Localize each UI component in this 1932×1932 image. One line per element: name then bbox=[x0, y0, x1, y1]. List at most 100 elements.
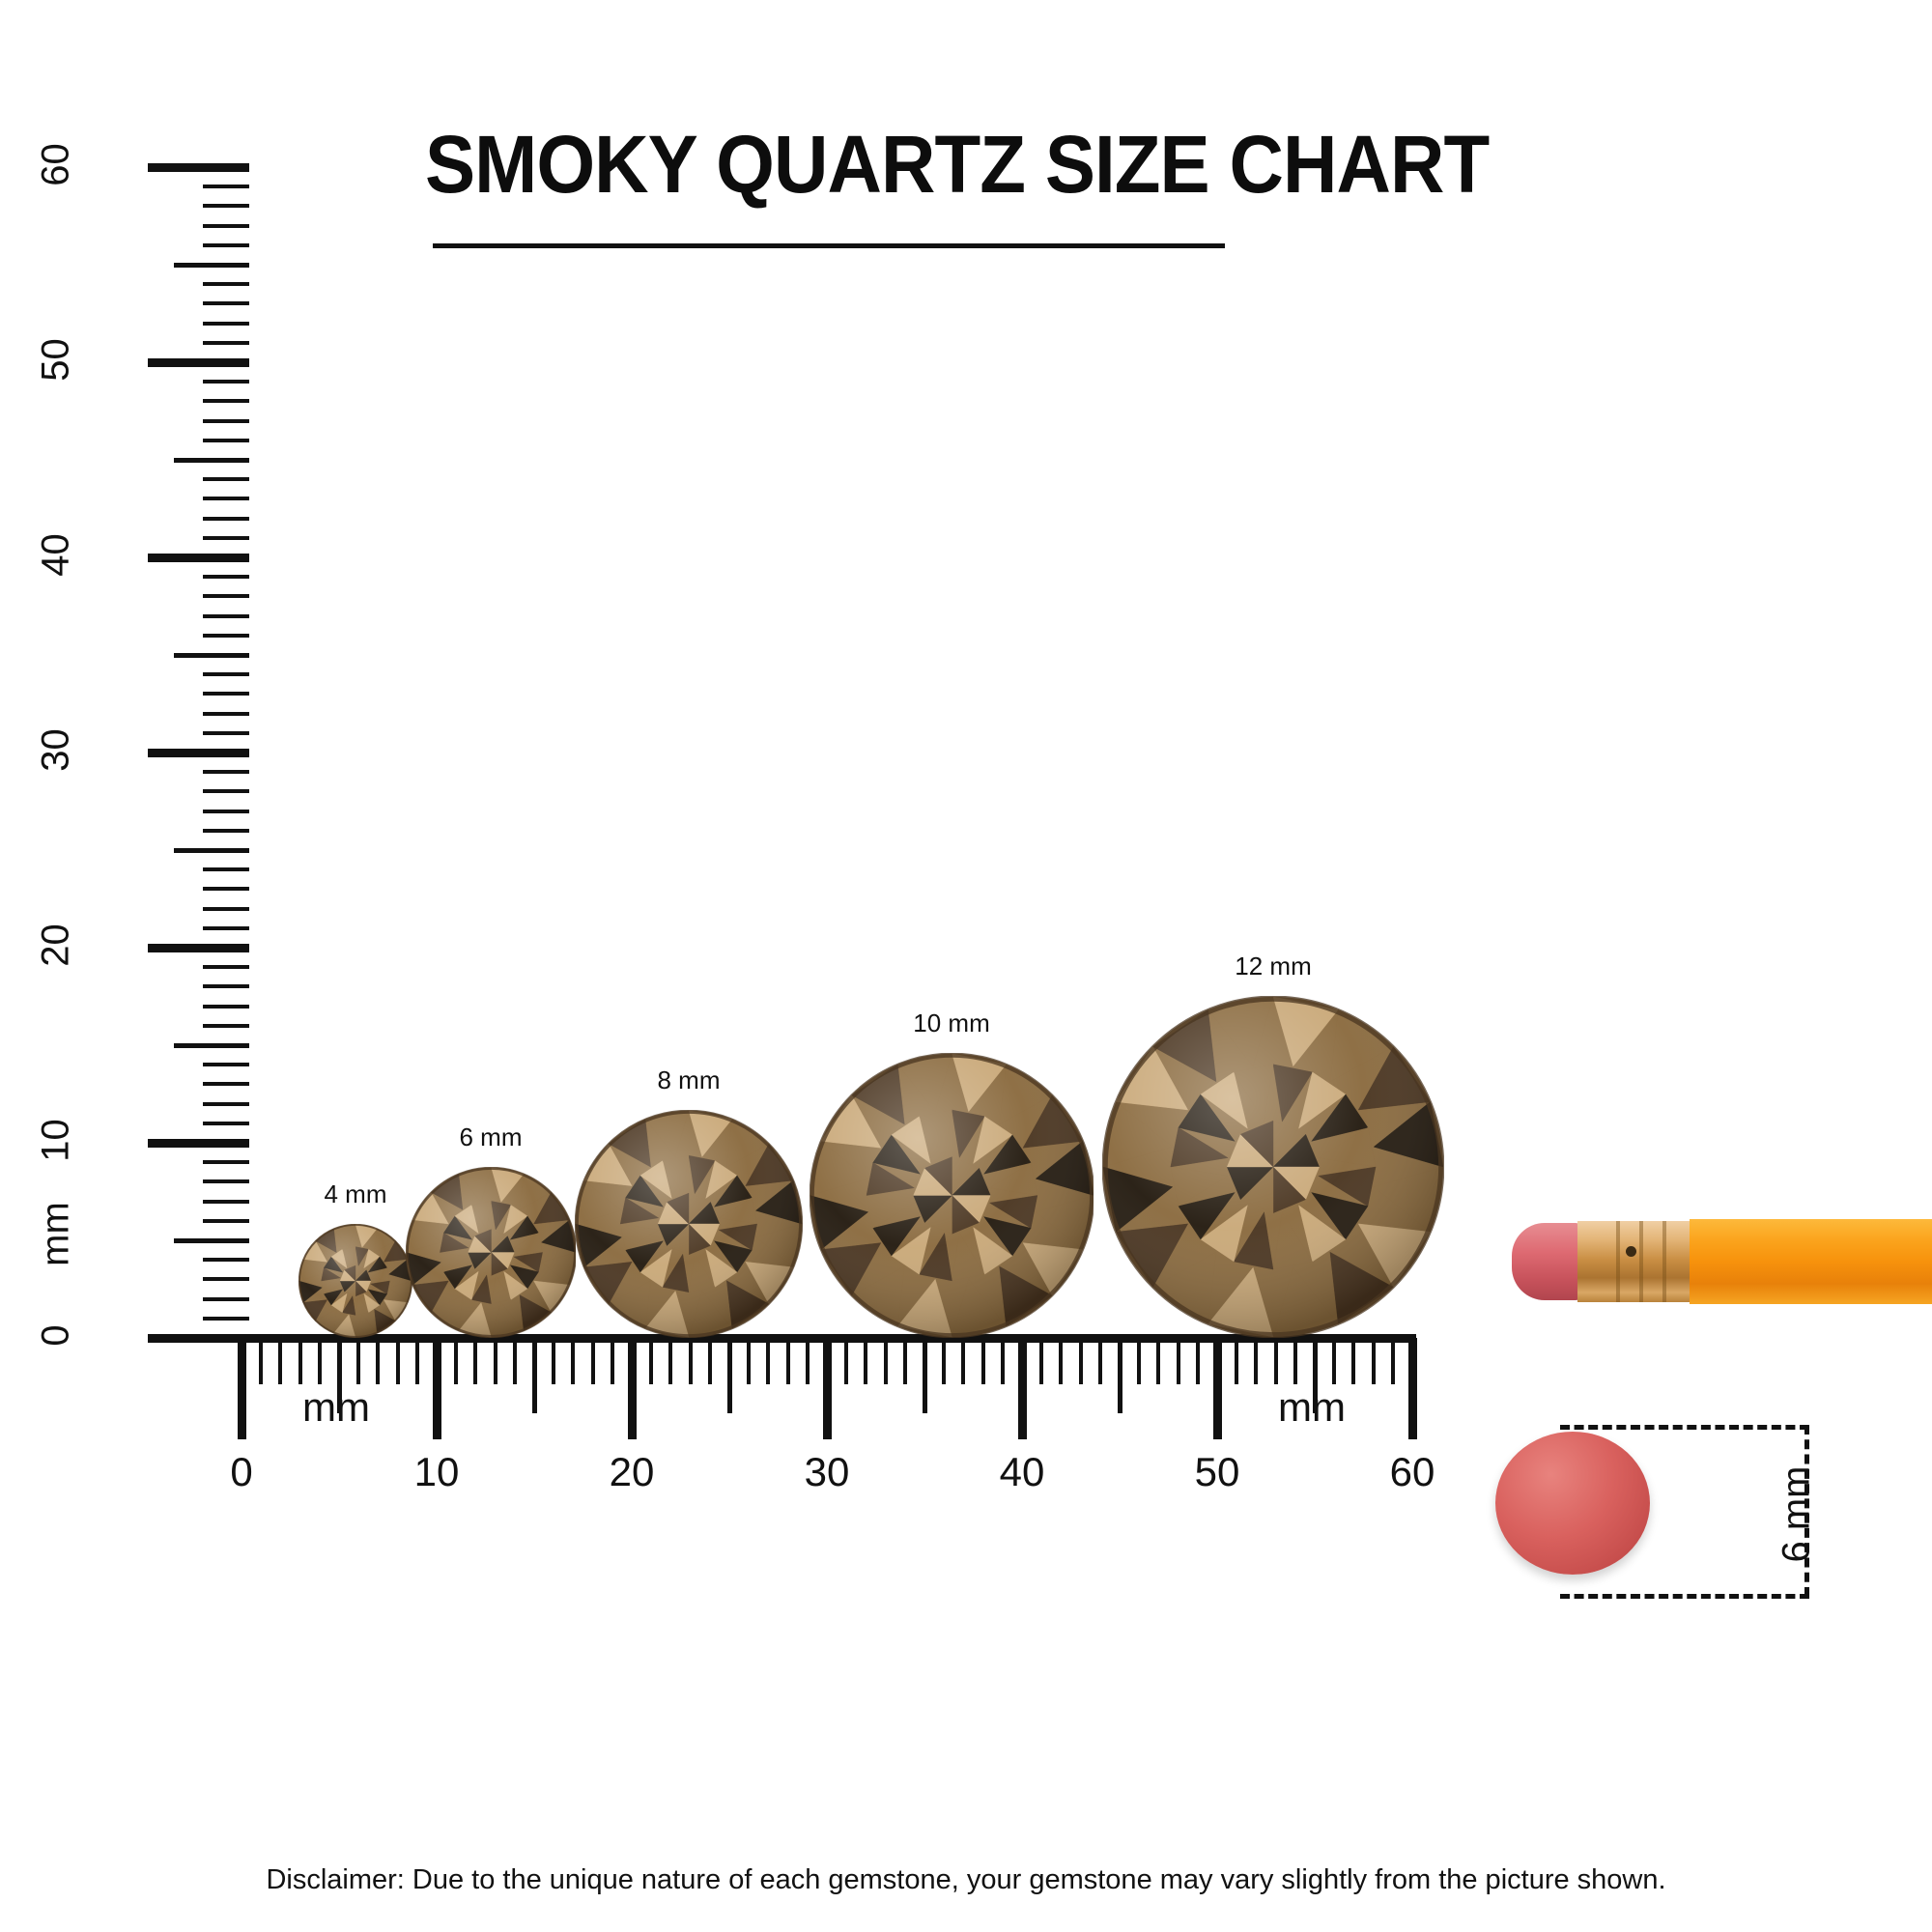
page-title: SMOKY QUARTZ SIZE CHART bbox=[425, 119, 1490, 210]
hruler-minor-tick bbox=[259, 1338, 264, 1384]
vruler-minor-tick bbox=[203, 1101, 249, 1106]
gemstone-graphic bbox=[298, 1223, 413, 1339]
pencil-reference bbox=[1512, 1219, 1932, 1304]
vruler-minor-tick bbox=[203, 730, 249, 735]
vruler-minor-tick bbox=[203, 633, 249, 638]
gemstone-12mm bbox=[1101, 995, 1445, 1339]
hruler-label-60: 60 bbox=[1389, 1449, 1435, 1494]
hruler-medium-tick bbox=[336, 1338, 342, 1413]
hruler-minor-tick bbox=[512, 1338, 517, 1384]
vruler-minor-tick bbox=[203, 887, 249, 892]
hruler-major-tick bbox=[1017, 1338, 1027, 1439]
gemstone-4mm bbox=[298, 1223, 413, 1339]
hruler-unit-label-left: mm bbox=[302, 1384, 371, 1430]
hruler-minor-tick bbox=[590, 1338, 595, 1384]
gemstone-label-8mm: 8 mm bbox=[657, 1065, 721, 1095]
vruler-medium-tick bbox=[174, 847, 249, 853]
vruler-minor-tick bbox=[203, 789, 249, 794]
vruler-minor-tick bbox=[203, 477, 249, 482]
vruler-minor-tick bbox=[203, 1121, 249, 1125]
hruler-minor-tick bbox=[1156, 1338, 1161, 1384]
vruler-medium-tick bbox=[174, 1042, 249, 1048]
gemstone-graphic bbox=[405, 1166, 577, 1339]
vruler-minor-tick bbox=[203, 1316, 249, 1321]
hruler-label-50: 50 bbox=[1194, 1449, 1240, 1494]
vruler-minor-tick bbox=[203, 242, 249, 247]
eraser-reference bbox=[1495, 1432, 1650, 1575]
vruler-minor-tick bbox=[203, 1277, 249, 1282]
hruler-minor-tick bbox=[785, 1338, 790, 1384]
vruler-minor-tick bbox=[203, 223, 249, 228]
vruler-minor-tick bbox=[203, 613, 249, 618]
vruler-minor-tick bbox=[203, 984, 249, 989]
hruler-minor-tick bbox=[649, 1338, 654, 1384]
hruler-minor-tick bbox=[864, 1338, 868, 1384]
vruler-minor-tick bbox=[203, 535, 249, 540]
hruler-minor-tick bbox=[1390, 1338, 1395, 1384]
hruler-minor-tick bbox=[1371, 1338, 1376, 1384]
hruler-baseline bbox=[238, 1334, 1416, 1343]
gemstone-label-12mm: 12 mm bbox=[1235, 952, 1312, 981]
hruler-minor-tick bbox=[1078, 1338, 1083, 1384]
hruler-label-30: 30 bbox=[804, 1449, 850, 1494]
hruler-minor-tick bbox=[493, 1338, 497, 1384]
vruler-minor-tick bbox=[203, 282, 249, 287]
vruler-minor-tick bbox=[203, 770, 249, 775]
pencil-eraser bbox=[1512, 1223, 1581, 1300]
hruler-minor-tick bbox=[668, 1338, 673, 1384]
vruler-minor-tick bbox=[203, 711, 249, 716]
vruler-minor-tick bbox=[203, 340, 249, 345]
hruler-minor-tick bbox=[1097, 1338, 1102, 1384]
hruler-major-tick bbox=[1212, 1338, 1222, 1439]
hruler-medium-tick bbox=[531, 1338, 537, 1413]
hruler-minor-tick bbox=[1351, 1338, 1356, 1384]
vruler-major-tick bbox=[148, 1333, 249, 1343]
vruler-minor-tick bbox=[203, 204, 249, 209]
gemstone-6mm bbox=[405, 1166, 577, 1339]
hruler-minor-tick bbox=[961, 1338, 966, 1384]
hruler-minor-tick bbox=[1059, 1338, 1064, 1384]
vruler-minor-tick bbox=[203, 1160, 249, 1165]
vruler-minor-tick bbox=[203, 1023, 249, 1028]
hruler-major-tick bbox=[627, 1338, 637, 1439]
hruler-label-40: 40 bbox=[999, 1449, 1045, 1494]
vruler-medium-tick bbox=[174, 652, 249, 658]
hruler-minor-tick bbox=[1235, 1338, 1239, 1384]
hruler-medium-tick bbox=[1312, 1338, 1318, 1413]
vruler-minor-tick bbox=[203, 672, 249, 677]
hruler-label-10: 10 bbox=[413, 1449, 460, 1494]
hruler-minor-tick bbox=[1176, 1338, 1180, 1384]
hruler-minor-tick bbox=[552, 1338, 556, 1384]
hruler-minor-tick bbox=[688, 1338, 693, 1384]
hruler-minor-tick bbox=[1254, 1338, 1259, 1384]
hruler-minor-tick bbox=[942, 1338, 947, 1384]
hruler-minor-tick bbox=[414, 1338, 419, 1384]
vruler-minor-tick bbox=[203, 380, 249, 384]
hruler-minor-tick bbox=[298, 1338, 302, 1384]
hruler-minor-tick bbox=[317, 1338, 322, 1384]
gemstone-label-6mm: 6 mm bbox=[459, 1122, 523, 1152]
hruler-unit-label-right: mm bbox=[1278, 1384, 1347, 1430]
hruler-minor-tick bbox=[356, 1338, 361, 1384]
hruler-medium-tick bbox=[726, 1338, 732, 1413]
disclaimer-text: Disclaimer: Due to the unique nature of … bbox=[266, 1864, 1666, 1895]
hruler-medium-tick bbox=[922, 1338, 927, 1413]
hruler-minor-tick bbox=[1137, 1338, 1142, 1384]
vruler-minor-tick bbox=[203, 594, 249, 599]
gemstone-10mm bbox=[809, 1052, 1094, 1339]
hruler-minor-tick bbox=[1195, 1338, 1200, 1384]
vruler-medium-tick bbox=[174, 262, 249, 268]
vruler-minor-tick bbox=[203, 1296, 249, 1301]
vruler-minor-tick bbox=[203, 1199, 249, 1204]
vruler-major-tick bbox=[148, 943, 249, 952]
vruler-major-tick bbox=[148, 162, 249, 172]
hruler-minor-tick bbox=[395, 1338, 400, 1384]
hruler-minor-tick bbox=[766, 1338, 771, 1384]
hruler-minor-tick bbox=[278, 1338, 283, 1384]
hruler-minor-tick bbox=[571, 1338, 576, 1384]
gemstone-graphic bbox=[1101, 995, 1445, 1339]
vruler-major-tick bbox=[148, 553, 249, 562]
vruler-minor-tick bbox=[203, 575, 249, 580]
vruler-minor-tick bbox=[203, 321, 249, 326]
